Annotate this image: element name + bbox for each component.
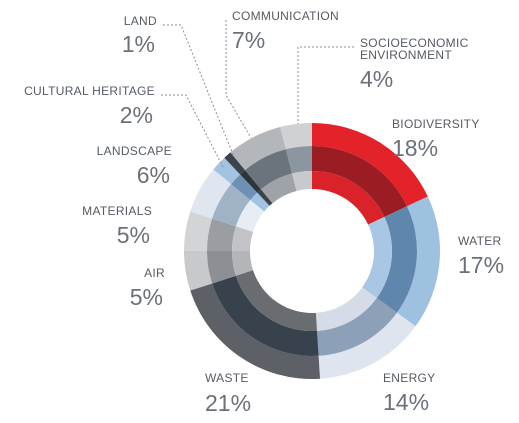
donut-segment [396,196,440,327]
category-label: WATER [458,234,502,248]
donut-segment [245,149,293,190]
donut-segment [207,218,236,251]
value-label: 14% [383,389,429,415]
donut-segment [261,173,297,204]
donut-segment [213,157,241,185]
value-label: 4% [360,66,393,92]
donut-segment [232,226,254,251]
value-label: 5% [117,222,150,248]
value-label: 7% [232,27,265,53]
donut-segment [376,206,417,313]
donut-segment [250,192,270,212]
donut-segment [190,169,232,219]
donut-segment [190,283,321,380]
value-label: 6% [137,162,170,188]
donut [184,123,440,380]
donut-segment [240,170,262,193]
donut-segment [257,189,273,206]
value-label: 18% [392,135,438,161]
donut-segment [312,171,385,225]
donut-segment [285,146,312,174]
donut-segment [232,251,254,276]
donut-segment [318,312,416,379]
donut-segment [224,152,246,175]
donut-segment [230,127,286,171]
donut-segment [235,200,265,232]
donut-segment [315,287,377,331]
donut-segment [317,298,397,356]
donut-segment [292,171,312,191]
category-label: LAND [124,14,157,28]
category-label: LANDSCAPE [97,144,172,158]
donut-segment [184,211,213,251]
value-label: 17% [458,252,504,278]
donut-segment [207,251,236,284]
category-label: CULTURAL HERITAGE [24,84,155,98]
donut-segment [312,123,428,207]
value-label: 1% [122,31,155,57]
donut-segment [362,216,393,299]
labels: BIODIVERSITY 18% WATER 17% ENERGY 14% WASTE 21%… [24,9,504,416]
category-label: ENERGY [383,371,435,385]
category-label: MATERIALS [82,204,152,218]
donut-segment [312,146,408,217]
donut-segment [235,270,318,331]
donut-segment [280,123,312,150]
category-label: SOCIOECONOMIC ENVIRONMENT [360,36,469,62]
value-label: 21% [205,390,251,416]
leader-line [225,20,252,139]
value-label: 2% [120,102,153,128]
category-label: WASTE [205,371,249,385]
category-label: AIR [144,266,165,280]
donut-segment [184,251,213,291]
category-label: BIODIVERSITY [392,117,480,131]
value-label: 5% [130,284,163,310]
leader-line [297,46,354,124]
donut-segment [212,275,319,357]
category-label: COMMUNICATION [232,9,339,23]
leader-line [161,94,224,168]
leader-line [163,24,235,158]
donut-segment [212,184,251,227]
donut-segment [231,174,258,201]
